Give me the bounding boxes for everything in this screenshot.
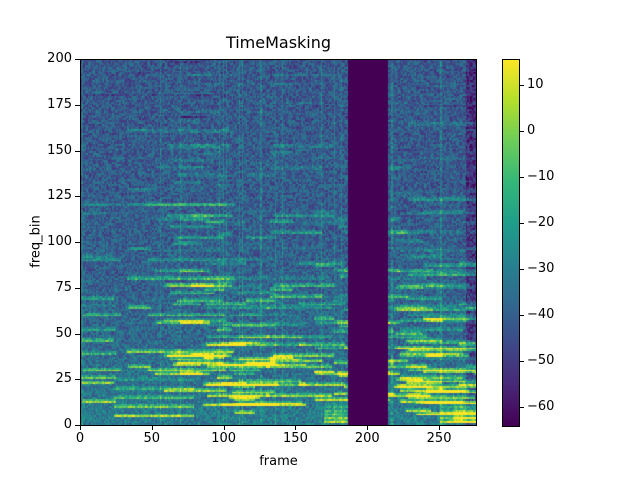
colorbar-tick: [519, 222, 524, 224]
y-tick: [75, 150, 80, 152]
y-tick: [75, 379, 80, 381]
x-tick: [295, 425, 297, 430]
x-tick-label: 150: [283, 431, 308, 446]
colorbar-tick: [519, 406, 524, 408]
colorbar-frame: [502, 59, 520, 427]
colorbar-tick: [519, 130, 524, 132]
x-tick-label: 50: [143, 431, 161, 446]
colorbar-tick-label: −30: [527, 260, 555, 276]
y-tick-label: 75: [55, 279, 72, 295]
colorbar-tick: [519, 314, 524, 316]
y-tick-label: 100: [47, 234, 72, 249]
y-tick-label: 125: [47, 188, 72, 204]
y-tick: [75, 333, 80, 335]
y-tick: [75, 59, 80, 60]
colorbar-tick: [519, 84, 524, 86]
y-tick: [75, 196, 80, 198]
colorbar-tick: [519, 360, 524, 362]
y-tick: [75, 242, 80, 243]
chart-title: TimeMasking: [225, 33, 332, 52]
y-axis-label: freq_bin: [28, 215, 44, 268]
y-tick: [75, 287, 80, 289]
x-tick-label: 100: [211, 431, 237, 446]
colorbar-tick-label: −10: [527, 168, 555, 184]
y-tick-label: 25: [55, 371, 72, 387]
y-tick: [75, 425, 80, 426]
x-axis-label: frame: [259, 454, 298, 469]
plot-frame: [80, 59, 477, 426]
colorbar-tick-label: 0: [527, 122, 536, 138]
y-tick-label: 50: [55, 325, 72, 341]
colorbar-tick-label: 10: [527, 76, 544, 92]
colorbar-tick: [519, 176, 524, 178]
y-tick-label: 175: [47, 96, 72, 112]
x-tick: [223, 425, 225, 430]
x-tick-label: 0: [75, 431, 85, 446]
y-tick-label: 0: [63, 417, 72, 432]
colorbar: [502, 59, 519, 426]
colorbar-tick-label: −40: [527, 306, 555, 322]
x-tick-label: 200: [354, 431, 380, 446]
x-tick: [80, 425, 81, 430]
colorbar-tick-label: −60: [527, 398, 555, 414]
x-tick: [367, 425, 369, 430]
x-tick: [439, 425, 441, 430]
y-tick: [75, 104, 80, 106]
colorbar-tick-label: −20: [527, 214, 555, 230]
y-tick-label: 150: [47, 142, 72, 158]
x-tick: [151, 425, 153, 430]
x-tick-label: 250: [426, 431, 452, 446]
colorbar-tick: [519, 268, 524, 270]
spectrogram-heatmap: [80, 59, 477, 426]
colorbar-tick-label: −50: [527, 352, 555, 368]
y-tick-label: 200: [47, 51, 72, 66]
